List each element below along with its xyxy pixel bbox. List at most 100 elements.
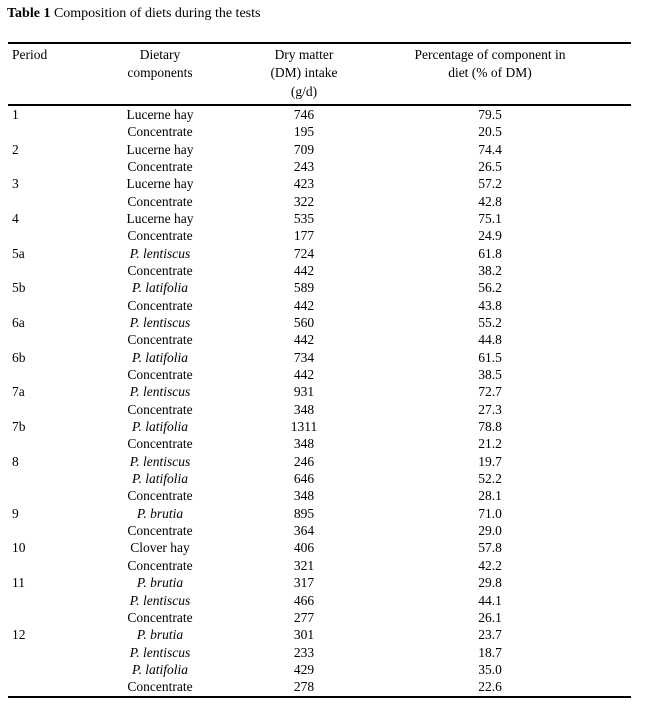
dm-intake-cell: 322 [293, 193, 315, 209]
period-cell: 7b [12, 419, 26, 435]
component-cell: Concentrate [127, 436, 193, 452]
dm-intake-cell: 278 [293, 679, 315, 695]
percentage-cell: 22.6 [478, 679, 502, 695]
period-cell [8, 193, 86, 210]
period-cell [8, 678, 86, 696]
percentage-cell: 20.5 [478, 124, 502, 140]
table-row: Concentrate 442 38.5 [8, 366, 631, 383]
table-row: 7a P. lentiscus 931 72.7 [8, 383, 631, 400]
table-row: P. latifolia 429 35.0 [8, 661, 631, 678]
table-row: 2 Lucerne hay 709 74.4 [8, 141, 631, 158]
table-row: 6a P. lentiscus 560 55.2 [8, 314, 631, 331]
percentage-cell: 42.2 [478, 557, 502, 573]
table-row: 9 P. brutia 895 71.0 [8, 505, 631, 522]
dm-intake-cell: 895 [293, 505, 315, 521]
percentage-cell: 61.5 [478, 349, 502, 365]
component-cell: Concentrate [127, 297, 193, 313]
table-row: P. lentiscus 466 44.1 [8, 592, 631, 609]
table-row: Concentrate 177 24.9 [8, 227, 631, 244]
percentage-cell: 18.7 [478, 644, 502, 660]
dm-intake-cell: 321 [293, 557, 315, 573]
table-row: 3 Lucerne hay 423 57.2 [8, 175, 631, 192]
header-dietary-components: Dietary components [86, 43, 234, 106]
period-cell: 8 [12, 453, 19, 469]
period-cell [8, 366, 86, 383]
dm-intake-cell: 177 [293, 228, 315, 244]
component-cell: P. brutia [136, 575, 184, 591]
period-cell [8, 661, 86, 678]
diet-composition-table: Period Dietary components Dry matter (DM… [8, 42, 631, 698]
dm-intake-cell: 348 [293, 401, 315, 417]
table-row: 6b P. latifolia 734 61.5 [8, 349, 631, 366]
dm-intake-cell: 466 [293, 592, 315, 608]
dm-intake-cell: 734 [293, 349, 315, 365]
table-row: Concentrate 442 43.8 [8, 297, 631, 314]
period-cell [8, 487, 86, 504]
component-cell: P. latifolia [131, 471, 188, 487]
period-cell [8, 262, 86, 279]
period-cell: 6b [12, 349, 26, 365]
table-row: Concentrate 243 26.5 [8, 158, 631, 175]
table-row: Concentrate 195 20.5 [8, 123, 631, 140]
percentage-cell: 57.8 [478, 540, 502, 556]
table-row: Concentrate 278 22.6 [8, 678, 631, 696]
period-cell: 6a [12, 315, 25, 331]
dm-intake-cell: 277 [293, 609, 315, 625]
component-cell: Concentrate [127, 679, 193, 695]
percentage-cell: 74.4 [478, 141, 502, 157]
table-row: 5b P. latifolia 589 56.2 [8, 279, 631, 296]
period-cell [8, 123, 86, 140]
table-row: 11 P. brutia 317 29.8 [8, 574, 631, 591]
component-cell: Concentrate [127, 124, 193, 140]
table-row: P. latifolia 646 52.2 [8, 470, 631, 487]
component-cell: Concentrate [127, 557, 193, 573]
table-caption-label: Table 1 [7, 6, 51, 21]
table-row: Concentrate 348 21.2 [8, 435, 631, 452]
table-row: 7b P. latifolia 1311 78.8 [8, 418, 631, 435]
period-cell [8, 401, 86, 418]
component-cell: Clover hay [130, 540, 190, 556]
header-percentage: Percentage of component in diet (% of DM… [374, 43, 631, 106]
period-cell: 4 [12, 210, 19, 226]
dm-intake-cell: 429 [293, 661, 315, 677]
dm-intake-cell: 233 [293, 644, 315, 660]
percentage-cell: 38.2 [478, 262, 502, 278]
dm-intake-cell: 348 [293, 488, 315, 504]
dm-intake-cell: 317 [293, 575, 315, 591]
percentage-cell: 28.1 [478, 488, 502, 504]
component-cell: Lucerne hay [126, 106, 194, 122]
table-row: 4 Lucerne hay 535 75.1 [8, 210, 631, 227]
dm-intake-cell: 931 [293, 384, 315, 400]
table-row: Concentrate 442 38.2 [8, 262, 631, 279]
dm-intake-cell: 589 [293, 280, 315, 296]
dm-intake-cell: 724 [293, 245, 315, 261]
percentage-cell: 56.2 [478, 280, 502, 296]
table-header: Period Dietary components Dry matter (DM… [8, 43, 631, 106]
percentage-cell: 72.7 [478, 384, 502, 400]
component-cell: P. brutia [136, 627, 184, 643]
component-cell: Concentrate [127, 262, 193, 278]
table-body: 1 Lucerne hay 746 79.5 Concentrate 195 20.5 2 Lu… [8, 105, 631, 697]
period-cell [8, 522, 86, 539]
table-row: 12 P. brutia 301 23.7 [8, 626, 631, 643]
period-cell [8, 227, 86, 244]
period-cell: 11 [12, 575, 25, 591]
component-cell: P. lentiscus [129, 315, 191, 331]
component-cell: Concentrate [127, 401, 193, 417]
table-row: Concentrate 322 42.8 [8, 193, 631, 210]
header-period: Period [8, 43, 86, 106]
percentage-cell: 79.5 [478, 106, 502, 122]
dm-intake-cell: 364 [293, 523, 315, 539]
component-cell: P. latifolia [131, 280, 188, 296]
period-cell [8, 609, 86, 626]
table-row: Concentrate 321 42.2 [8, 557, 631, 574]
table-row: 8 P. lentiscus 246 19.7 [8, 453, 631, 470]
period-cell: 10 [12, 540, 26, 556]
percentage-cell: 26.1 [478, 609, 502, 625]
component-cell: Lucerne hay [126, 141, 194, 157]
table-row: Concentrate 348 27.3 [8, 401, 631, 418]
period-cell: 2 [12, 141, 19, 157]
percentage-cell: 57.2 [478, 176, 502, 192]
component-cell: Concentrate [127, 523, 193, 539]
period-cell: 5a [12, 245, 25, 261]
